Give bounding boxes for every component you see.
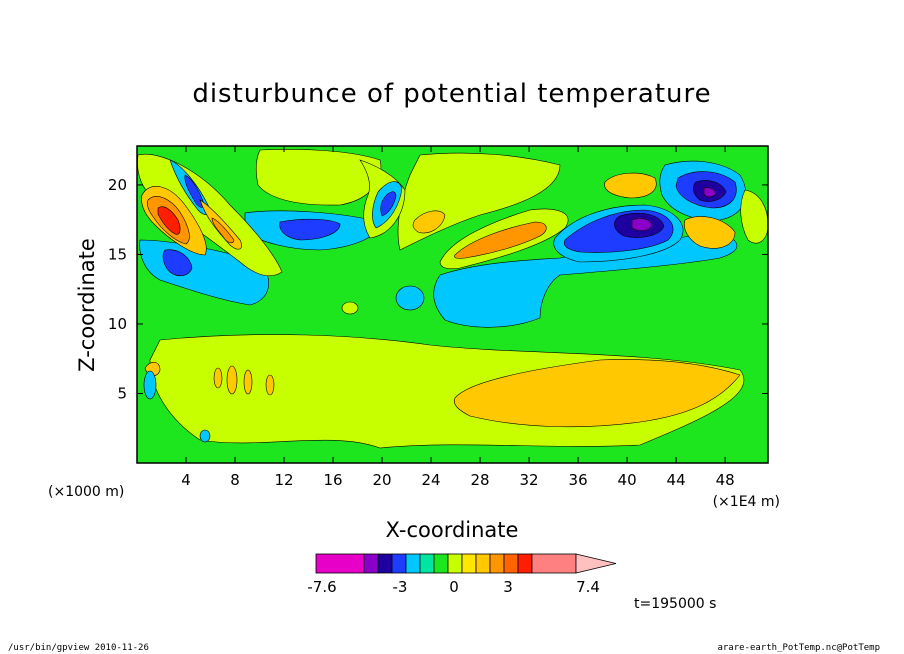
- contour-plume-cold-b: [184, 174, 205, 208]
- contour-warm-right: [683, 216, 736, 249]
- x-tick-label: 20: [373, 471, 392, 489]
- y-tick-label: 20: [108, 176, 127, 194]
- contour-warm-core-low: [453, 359, 741, 428]
- x-tick-label: 48: [716, 471, 735, 489]
- colorbar-swatch: [315, 553, 365, 574]
- colorbar-label: -3: [393, 578, 408, 596]
- x-tick-label: 4: [181, 471, 191, 489]
- contour-cold-mid: [433, 231, 738, 328]
- contour-blob-8: [199, 429, 211, 443]
- colorbar-label: 0: [449, 578, 459, 596]
- contour-warm-top-a: [255, 149, 382, 206]
- contour-warm-small-top: [412, 210, 446, 234]
- y-tick-label: 15: [108, 245, 127, 263]
- contour-plume-warm-c: [211, 217, 235, 244]
- colorbar: [315, 553, 617, 574]
- contour-cold-core-c: [279, 218, 341, 241]
- colorbar-swatch: [405, 553, 421, 574]
- colorbar-swatch: [475, 553, 491, 574]
- contour-warm-lens-core: [454, 221, 547, 259]
- contour-warm-edge: [740, 189, 768, 244]
- x-tick-label: 24: [422, 471, 441, 489]
- contour-blob-4: [213, 367, 223, 389]
- x-tick-label: 8: [230, 471, 240, 489]
- colorbar-label: 3: [503, 578, 513, 596]
- contour-blob-1: [226, 365, 238, 395]
- contour-blob-6: [395, 285, 425, 311]
- x-tick-label: 12: [274, 471, 293, 489]
- y-tick-label: 10: [108, 315, 127, 333]
- contour-cold-core-d: [162, 249, 193, 277]
- chart-title: disturbunce of potential temperature: [192, 79, 711, 109]
- colorbar-label: 7.4: [576, 578, 600, 596]
- y-axis-ticks: 5 10 15 20: [108, 176, 768, 402]
- contour-warm-oval: [604, 172, 657, 199]
- y-tick-label: 5: [117, 384, 127, 402]
- x-axis-ticks: 4 8 12 16 20 24 28 32 36 40 44 48: [181, 146, 735, 489]
- x-tick-label: 32: [520, 471, 539, 489]
- colorbar-swatch: [391, 553, 407, 574]
- contour-blob-3: [265, 374, 275, 396]
- colorbar-labels: -7.6 -3 0 3 7.4: [307, 578, 600, 596]
- contour-field: [137, 146, 768, 463]
- colorbar-swatch: [433, 553, 449, 574]
- x-axis-label: X-coordinate: [386, 518, 519, 542]
- colorbar-swatch: [447, 553, 463, 574]
- x-tick-label: 40: [618, 471, 637, 489]
- x-unit-right: (×1E4 m): [713, 494, 780, 510]
- contour-cold-extreme-b2: [703, 187, 717, 198]
- contour-plume-red: [157, 206, 181, 235]
- footer-right: arare-earth_PotTemp.nc@PotTemp: [717, 643, 880, 653]
- colorbar-swatch: [503, 553, 519, 574]
- colorbar-swatch: [531, 553, 577, 574]
- x-tick-label: 28: [471, 471, 490, 489]
- plot-frame: [136, 145, 769, 464]
- footer-left: /usr/bin/gpview 2010-11-26: [8, 643, 149, 653]
- x-tick-label: 36: [569, 471, 588, 489]
- x-tick-label: 44: [667, 471, 686, 489]
- colorbar-label: -7.6: [307, 578, 336, 596]
- colorbar-swatch: [461, 553, 477, 574]
- contour-blob-5: [341, 301, 359, 315]
- contour-blob-2: [243, 369, 253, 395]
- colorbar-swatch: [517, 553, 533, 574]
- y-axis-label: Z-coordinate: [75, 238, 99, 372]
- colorbar-swatch: [377, 553, 393, 574]
- colorbar-swatch: [489, 553, 505, 574]
- contour-cold-extreme-a2: [631, 218, 653, 232]
- colorbar-swatch: [363, 553, 379, 574]
- time-label: t=195000 s: [634, 596, 716, 612]
- colorbar-swatch: [419, 553, 435, 574]
- x-unit-left: (×1000 m): [48, 484, 124, 500]
- x-tick-label: 16: [323, 471, 342, 489]
- contour-blob-7: [143, 370, 157, 400]
- contour-stripe-c: [380, 191, 397, 217]
- colorbar-arrow: [575, 553, 617, 574]
